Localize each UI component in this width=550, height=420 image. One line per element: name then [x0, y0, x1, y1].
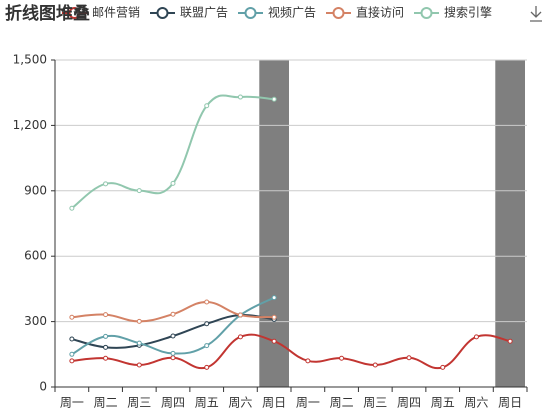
legend-marker	[68, 7, 81, 19]
data-point	[103, 181, 109, 187]
series-line	[71, 333, 511, 370]
data-point	[372, 362, 378, 368]
legend-label: 视频广告	[268, 5, 316, 20]
legend-label: 联盟广告	[180, 6, 228, 20]
data-point	[69, 358, 75, 364]
x-tick-label: 周一	[296, 396, 320, 410]
data-point	[170, 333, 176, 339]
y-tick-label: 0	[39, 380, 47, 394]
highlight-band	[259, 60, 289, 387]
data-point	[103, 312, 109, 318]
data-point	[406, 355, 412, 361]
data-point	[237, 334, 243, 340]
data-point	[440, 364, 446, 370]
data-point	[69, 351, 75, 357]
data-point	[170, 355, 176, 361]
data-point	[271, 96, 277, 102]
series-line	[71, 94, 275, 210]
legend-marker	[420, 7, 433, 19]
legend-label: 直接访问	[356, 5, 404, 20]
data-point	[204, 299, 210, 305]
x-tick-label: 周五	[195, 396, 219, 410]
data-point	[136, 362, 142, 368]
y-tick-label: 1,500	[13, 53, 47, 67]
data-point	[69, 314, 75, 320]
x-tick-label: 周五	[431, 396, 455, 410]
data-point	[103, 355, 109, 361]
data-point	[271, 338, 277, 344]
legend-marker	[244, 7, 257, 19]
data-point	[204, 364, 210, 370]
legend-marker	[332, 7, 345, 19]
data-point	[103, 344, 109, 350]
download-icon[interactable]	[530, 6, 542, 22]
data-point	[69, 336, 75, 342]
data-point	[170, 350, 176, 356]
data-point	[271, 295, 277, 301]
data-point	[170, 311, 176, 317]
x-tick-label: 周六	[228, 396, 252, 410]
x-tick-label: 周二	[94, 396, 118, 410]
data-point	[204, 321, 210, 327]
x-tick-label: 周三	[127, 396, 151, 410]
legend-marker	[156, 7, 169, 19]
data-point	[507, 338, 513, 344]
download-glyph	[530, 6, 542, 22]
data-point	[136, 340, 142, 346]
data-point	[237, 312, 243, 318]
data-point	[103, 333, 109, 339]
y-tick-label: 600	[24, 249, 47, 263]
y-tick-label: 1,200	[13, 118, 47, 132]
chart-title: 折线图堆叠	[5, 3, 90, 24]
data-point	[204, 103, 210, 109]
data-point	[204, 343, 210, 349]
y-tick-label: 300	[24, 314, 47, 328]
series-line	[71, 313, 275, 349]
legend-label: 邮件营销	[92, 6, 140, 20]
data-point	[136, 188, 142, 194]
x-tick-label: 周三	[363, 396, 387, 410]
data-point	[237, 94, 243, 100]
series-line	[71, 296, 275, 356]
data-point	[170, 180, 176, 186]
x-tick-label: 周四	[161, 396, 185, 410]
data-point	[136, 318, 142, 324]
x-tick-label: 周日	[262, 396, 286, 410]
legend-label: 搜索引擎	[444, 5, 492, 20]
y-tick-label: 900	[24, 183, 47, 197]
x-tick-label: 周一	[60, 396, 84, 410]
data-point	[69, 205, 75, 211]
data-point	[339, 355, 345, 361]
data-point	[473, 334, 479, 340]
x-tick-label: 周日	[498, 396, 522, 410]
x-tick-label: 周四	[397, 396, 421, 410]
data-point	[271, 314, 277, 320]
highlight-band	[495, 60, 525, 387]
data-point	[305, 358, 311, 364]
x-tick-label: 周六	[464, 396, 488, 410]
x-tick-label: 周二	[330, 396, 354, 410]
